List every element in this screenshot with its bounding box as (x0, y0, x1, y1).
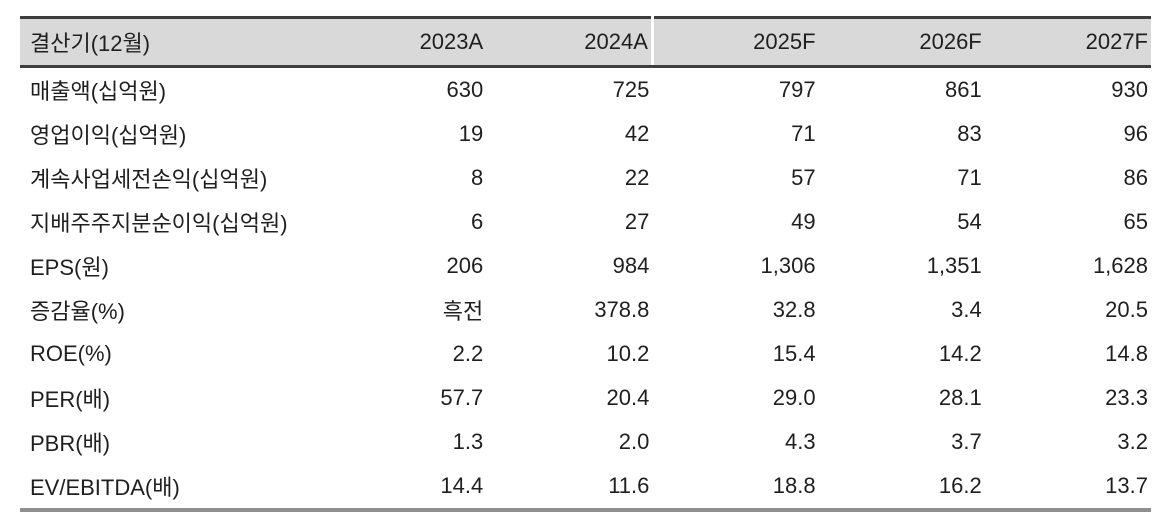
table-row: EPS(원) 206 984 1,306 1,351 1,628 (20, 244, 1151, 288)
row-value: 18.8 (772, 473, 816, 498)
row-value: 1,306 (760, 253, 816, 278)
row-label: PER(배) (30, 387, 111, 412)
financial-summary-table-wrap: 결산기(12월) 2023A 2024A 2025F 2026F 2027F 매… (20, 16, 1151, 512)
row-value: 32.8 (772, 297, 816, 322)
row-value: 42 (624, 121, 650, 146)
row-value: 83 (957, 121, 982, 146)
row-value: 54 (957, 209, 982, 234)
row-value: 49 (791, 209, 816, 234)
table-row: ROE(%) 2.2 10.2 15.4 14.2 14.8 (20, 332, 1151, 376)
row-label: PBR(배) (30, 431, 111, 456)
table-row: 증감율(%) 흑전 378.8 32.8 3.4 20.5 (20, 288, 1151, 332)
row-value: 20.5 (1105, 297, 1148, 322)
row-value: 11.6 (608, 473, 650, 498)
header-year-2023a: 2023A (320, 17, 487, 68)
table-row: EV/EBITDA(배) 14.4 11.6 18.8 16.2 13.7 (20, 464, 1151, 510)
table-row: PBR(배) 1.3 2.0 4.3 3.7 3.2 (20, 420, 1151, 464)
row-value: 71 (957, 165, 982, 190)
row-value: 22 (624, 165, 650, 190)
row-value: 8 (470, 165, 484, 190)
row-value: 797 (778, 77, 816, 102)
row-value: 14.2 (938, 341, 982, 366)
row-value: 3.7 (951, 429, 982, 454)
header-year-2024a: 2024A (486, 17, 653, 68)
row-value: 86 (1123, 165, 1148, 190)
row-value: 57 (791, 165, 816, 190)
row-value: 930 (1111, 77, 1148, 102)
row-value: 흑전 (442, 299, 484, 324)
table-row: 영업이익(십억원) 19 42 71 83 96 (20, 112, 1151, 156)
row-label: ROE(%) (30, 341, 112, 366)
table-row: 지배주주지분순이익(십억원) 6 27 49 54 65 (20, 200, 1151, 244)
header-fiscal-period: 결산기(12월) (20, 17, 320, 68)
row-value: 13.7 (1105, 473, 1148, 498)
row-value: 65 (1123, 209, 1148, 234)
header-year-2026f: 2026F (818, 17, 985, 68)
table-row: 매출액(십억원) 630 725 797 861 930 (20, 67, 1151, 113)
row-label: 지배주주지분순이익(십억원) (30, 211, 288, 236)
row-value: 10.2 (606, 341, 650, 366)
row-label: 매출액(십억원) (30, 79, 167, 104)
header-row: 결산기(12월) 2023A 2024A 2025F 2026F 2027F (20, 17, 1151, 68)
table-row: 계속사업세전손익(십억원) 8 22 57 71 86 (20, 156, 1151, 200)
row-value: 1,628 (1092, 253, 1148, 278)
row-value: 57.7 (440, 385, 484, 410)
header-year-2027f: 2027F (984, 17, 1151, 68)
row-value: 15.4 (772, 341, 816, 366)
row-value: 4.3 (784, 429, 816, 454)
header-year-2025f: 2025F (650, 17, 819, 68)
row-value: 378.8 (594, 297, 650, 322)
row-value: 1,351 (926, 253, 982, 278)
row-value: 6 (470, 209, 484, 234)
row-value: 1.3 (452, 429, 484, 454)
financial-summary-table: 결산기(12월) 2023A 2024A 2025F 2026F 2027F 매… (20, 16, 1151, 512)
row-label: 계속사업세전손익(십억원) (30, 167, 268, 192)
row-value: 630 (446, 77, 484, 102)
row-label: 증감율(%) (30, 299, 125, 324)
table-body: 매출액(십억원) 630 725 797 861 930 영업이익(십억원) 19 42 71 83… (20, 67, 1151, 511)
row-value: 14.4 (440, 473, 484, 498)
row-value: 2.2 (452, 341, 484, 366)
row-value: 16.2 (938, 473, 982, 498)
row-value: 19 (458, 121, 484, 146)
row-value: 14.8 (1105, 341, 1148, 366)
row-value: 23.3 (1105, 385, 1148, 410)
row-value: 2.0 (618, 429, 650, 454)
row-value: 984 (612, 253, 650, 278)
row-value: 96 (1123, 121, 1148, 146)
table-row: PER(배) 57.7 20.4 29.0 28.1 23.3 (20, 376, 1151, 420)
row-value: 20.4 (606, 385, 650, 410)
row-value: 3.4 (951, 297, 982, 322)
row-value: 28.1 (938, 385, 982, 410)
row-value: 206 (446, 253, 484, 278)
row-label: EPS(원) (30, 255, 109, 280)
row-value: 725 (612, 77, 650, 102)
row-label: 영업이익(십억원) (30, 123, 187, 148)
row-value: 27 (624, 209, 650, 234)
row-label: EV/EBITDA(배) (30, 475, 180, 500)
row-value: 71 (791, 121, 816, 146)
row-value: 3.2 (1117, 429, 1148, 454)
row-value: 861 (945, 77, 982, 102)
row-value: 29.0 (772, 385, 816, 410)
